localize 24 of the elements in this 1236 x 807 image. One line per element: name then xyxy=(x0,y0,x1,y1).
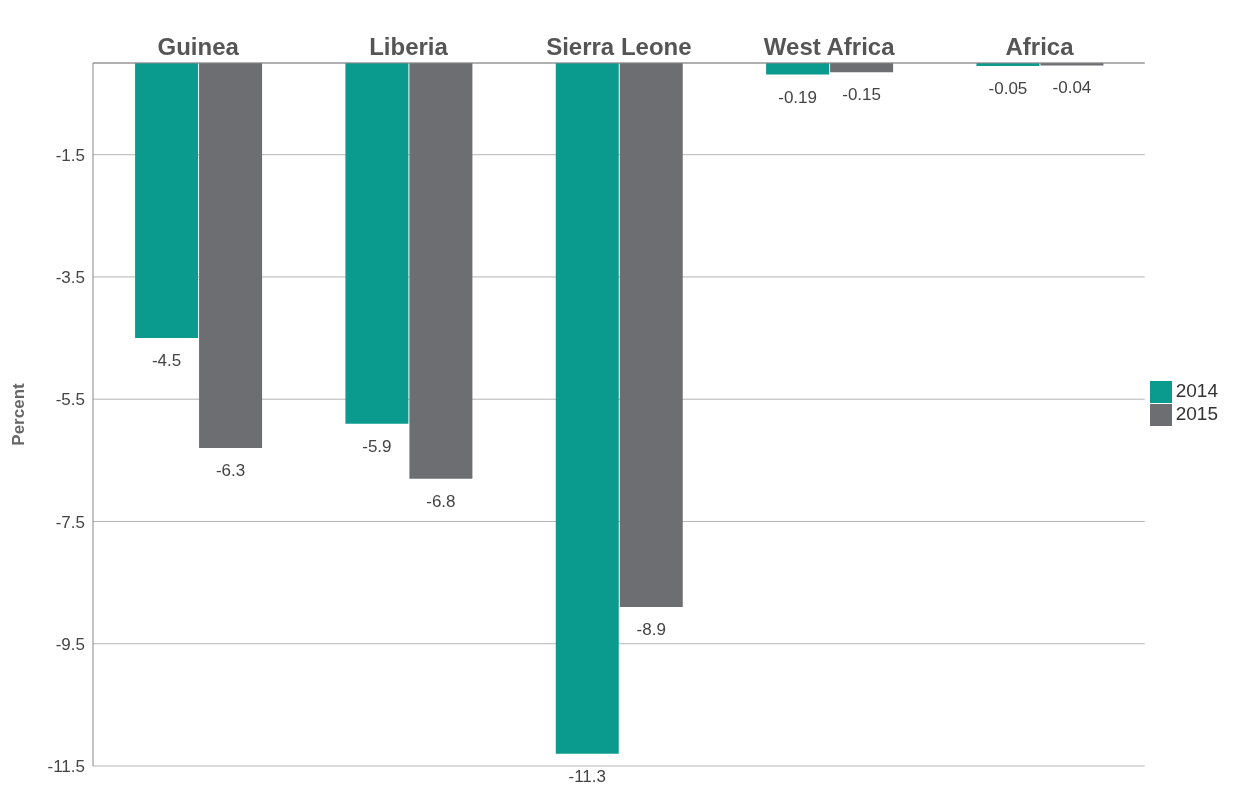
data-label: -8.9 xyxy=(636,620,666,640)
data-label: -4.5 xyxy=(151,351,182,371)
legend-label: 2014 xyxy=(1175,380,1218,402)
data-label: -5.9 xyxy=(362,436,392,456)
data-label: -0.19 xyxy=(778,87,817,107)
x-tick-label: Liberia xyxy=(369,33,449,60)
data-label: -6.8 xyxy=(426,491,456,511)
y-axis-title: Percent xyxy=(9,382,29,446)
data-label: -0.05 xyxy=(988,79,1028,99)
y-tick-label: -11.5 xyxy=(47,757,85,777)
y-tick-label: -3.5 xyxy=(55,267,85,287)
x-tick-label: West Africa xyxy=(763,33,896,60)
data-label: -6.3 xyxy=(215,461,246,481)
y-tick-label: -7.5 xyxy=(55,512,85,532)
y-tick-label: -1.5 xyxy=(55,145,85,165)
x-tick-label: Sierra Leone xyxy=(546,33,692,60)
y-tick-label: -5.5 xyxy=(55,390,85,410)
data-label: -0.15 xyxy=(842,85,881,105)
legend-label: 2015 xyxy=(1175,403,1218,424)
data-label: -11.3 xyxy=(568,766,607,786)
x-tick-label: Guinea xyxy=(157,33,240,60)
x-tick-label: Africa xyxy=(1005,33,1075,60)
data-label: -0.04 xyxy=(1052,78,1092,98)
y-tick-label: -9.5 xyxy=(55,634,85,654)
